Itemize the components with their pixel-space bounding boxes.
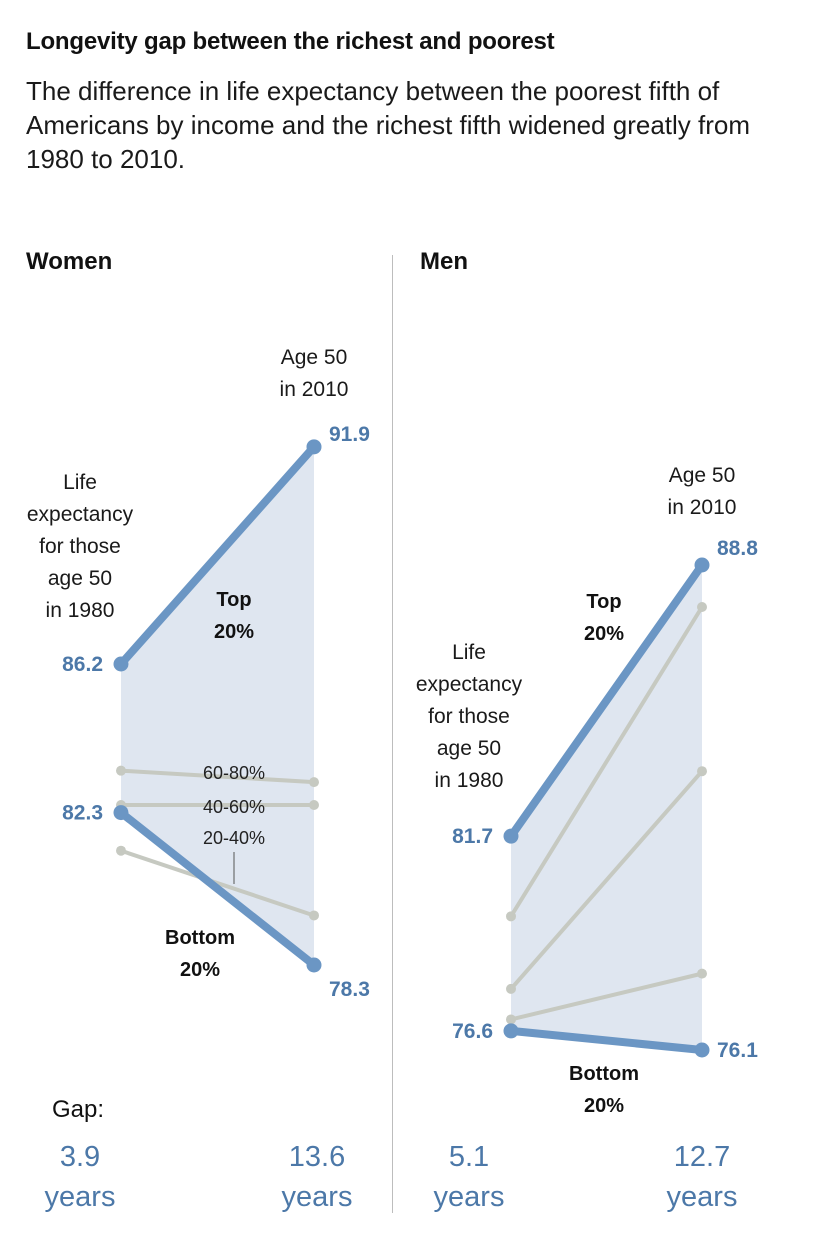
gap-men-2010: 12.7 years [637,1137,767,1217]
end-annotation: Age 50 [281,346,348,369]
data-point [306,439,322,455]
data-point [697,602,707,613]
end-annotation: in 2010 [280,378,349,401]
series-line-60-80 [119,768,316,785]
gap-value: 13.6 [288,1141,346,1173]
chart-title: Longevity gap between the richest and po… [26,28,555,55]
band-label: 60-80% [203,763,265,783]
panel-title-men: Men [420,248,468,275]
start-annotation: age 50 [48,567,112,590]
data-point [694,1042,710,1058]
data-label: 88.8 [717,537,758,560]
data-point [503,1023,519,1039]
data-point [309,910,319,921]
series-line-top-20 [117,442,318,668]
data-point [697,766,707,777]
series-label-bottom: Bottom [165,927,235,949]
data-label: 76.6 [452,1020,493,1043]
series-line-20-40 [119,848,316,918]
gap-men-1980: 5.1 years [404,1137,534,1217]
band-label: 40-60% [203,797,265,817]
gap-women-1980: 3.9 years [15,1137,145,1217]
end-annotation: Age 50 [669,464,736,487]
data-point [113,805,129,821]
gap-women-2010: 13.6 years [252,1137,382,1217]
series-label-top: Top [586,591,621,613]
chart-subtitle: The difference in life expectancy betwee… [26,76,751,174]
data-point [506,983,516,994]
start-annotation: in 1980 [46,599,115,622]
start-annotation: expectancy [27,503,134,526]
data-point [113,656,129,672]
series-line-bottom-20 [507,1026,706,1054]
start-annotation: for those [39,535,121,558]
data-point [503,828,519,844]
series-line-top-20 [507,561,706,841]
gap-unit: years [281,1181,353,1213]
series-label-top: 20% [214,621,254,643]
series-label-top: 20% [584,623,624,645]
gap-value: 12.7 [673,1141,731,1173]
gap-value: 5.1 [448,1141,490,1173]
panel-divider [392,255,393,1213]
data-point [306,957,322,973]
series-label-bottom: 20% [180,959,220,981]
start-annotation: age 50 [437,737,501,760]
data-point [116,765,126,776]
data-label: 78.3 [329,978,370,1001]
start-annotation: Life [63,471,97,494]
start-annotation: for those [428,705,510,728]
series-line-20-40 [509,971,704,1022]
data-point [506,911,516,922]
data-point [506,1014,516,1025]
band-label: 20-40% [203,828,265,848]
gap-unit: years [433,1181,505,1213]
series-label-top: Top [216,589,251,611]
series-line-60-80 [509,605,704,919]
series-label-bottom: 20% [584,1095,624,1117]
data-point [694,557,710,573]
data-point [309,777,319,788]
gap-value: 3.9 [59,1141,101,1173]
data-label: 82.3 [62,802,103,825]
gap-band [121,446,314,966]
panel-title-women: Women [26,248,113,275]
data-label: 86.2 [62,653,103,676]
data-label: 76.1 [717,1039,758,1062]
series-label-bottom: Bottom [569,1063,639,1085]
end-annotation: in 2010 [668,496,737,519]
data-label: 81.7 [452,825,493,848]
gap-unit: years [44,1181,116,1213]
series-line-bottom-20 [117,808,318,969]
start-annotation: expectancy [416,673,523,696]
data-point [116,845,126,856]
data-label: 91.9 [329,423,370,446]
data-point [697,968,707,979]
data-point [309,799,319,810]
gap-unit: years [666,1181,738,1213]
gap-label: Gap: [52,1096,105,1123]
start-annotation: in 1980 [435,769,504,792]
start-annotation: Life [452,641,486,664]
series-line-40-60 [509,769,704,991]
